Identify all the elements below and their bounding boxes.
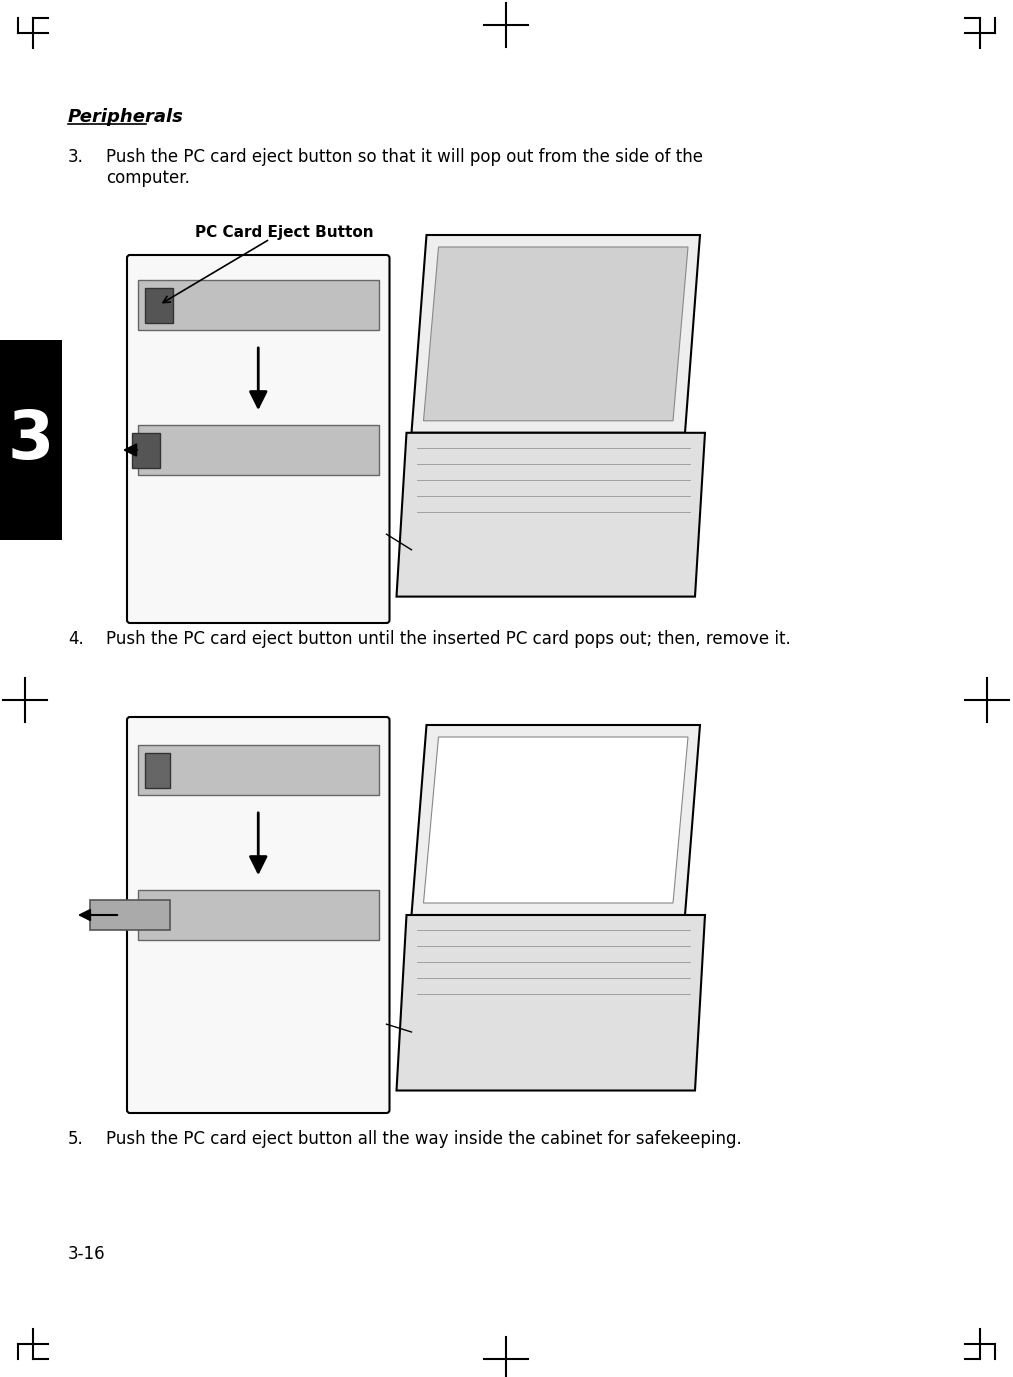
- Text: 3: 3: [8, 408, 54, 474]
- Bar: [0, 340, 62, 540]
- FancyBboxPatch shape: [127, 717, 390, 1113]
- Text: 5.: 5.: [68, 1131, 84, 1148]
- Bar: [138, 425, 379, 475]
- Bar: [90, 901, 170, 929]
- Polygon shape: [423, 737, 688, 903]
- Polygon shape: [396, 432, 705, 596]
- Text: Peripherals: Peripherals: [68, 107, 184, 127]
- Bar: [138, 745, 379, 795]
- Bar: [132, 432, 160, 468]
- Text: Push the PC card eject button until the inserted PC card pops out; then, remove : Push the PC card eject button until the …: [106, 631, 791, 649]
- Bar: [145, 753, 170, 788]
- Polygon shape: [411, 235, 700, 432]
- Text: 3.: 3.: [68, 147, 84, 167]
- Bar: [138, 280, 379, 330]
- FancyBboxPatch shape: [127, 255, 390, 622]
- Text: Push the PC card eject button so that it will pop out from the side of the
compu: Push the PC card eject button so that it…: [106, 147, 703, 187]
- Polygon shape: [411, 726, 700, 914]
- Text: 3-16: 3-16: [68, 1245, 105, 1263]
- Bar: [138, 890, 379, 940]
- Text: Push the PC card eject button all the way inside the cabinet for safekeeping.: Push the PC card eject button all the wa…: [106, 1131, 742, 1148]
- Bar: [145, 288, 173, 324]
- Polygon shape: [423, 246, 688, 421]
- Text: 4.: 4.: [68, 631, 84, 649]
- Polygon shape: [396, 914, 705, 1091]
- Text: PC Card Eject Button: PC Card Eject Button: [194, 224, 374, 240]
